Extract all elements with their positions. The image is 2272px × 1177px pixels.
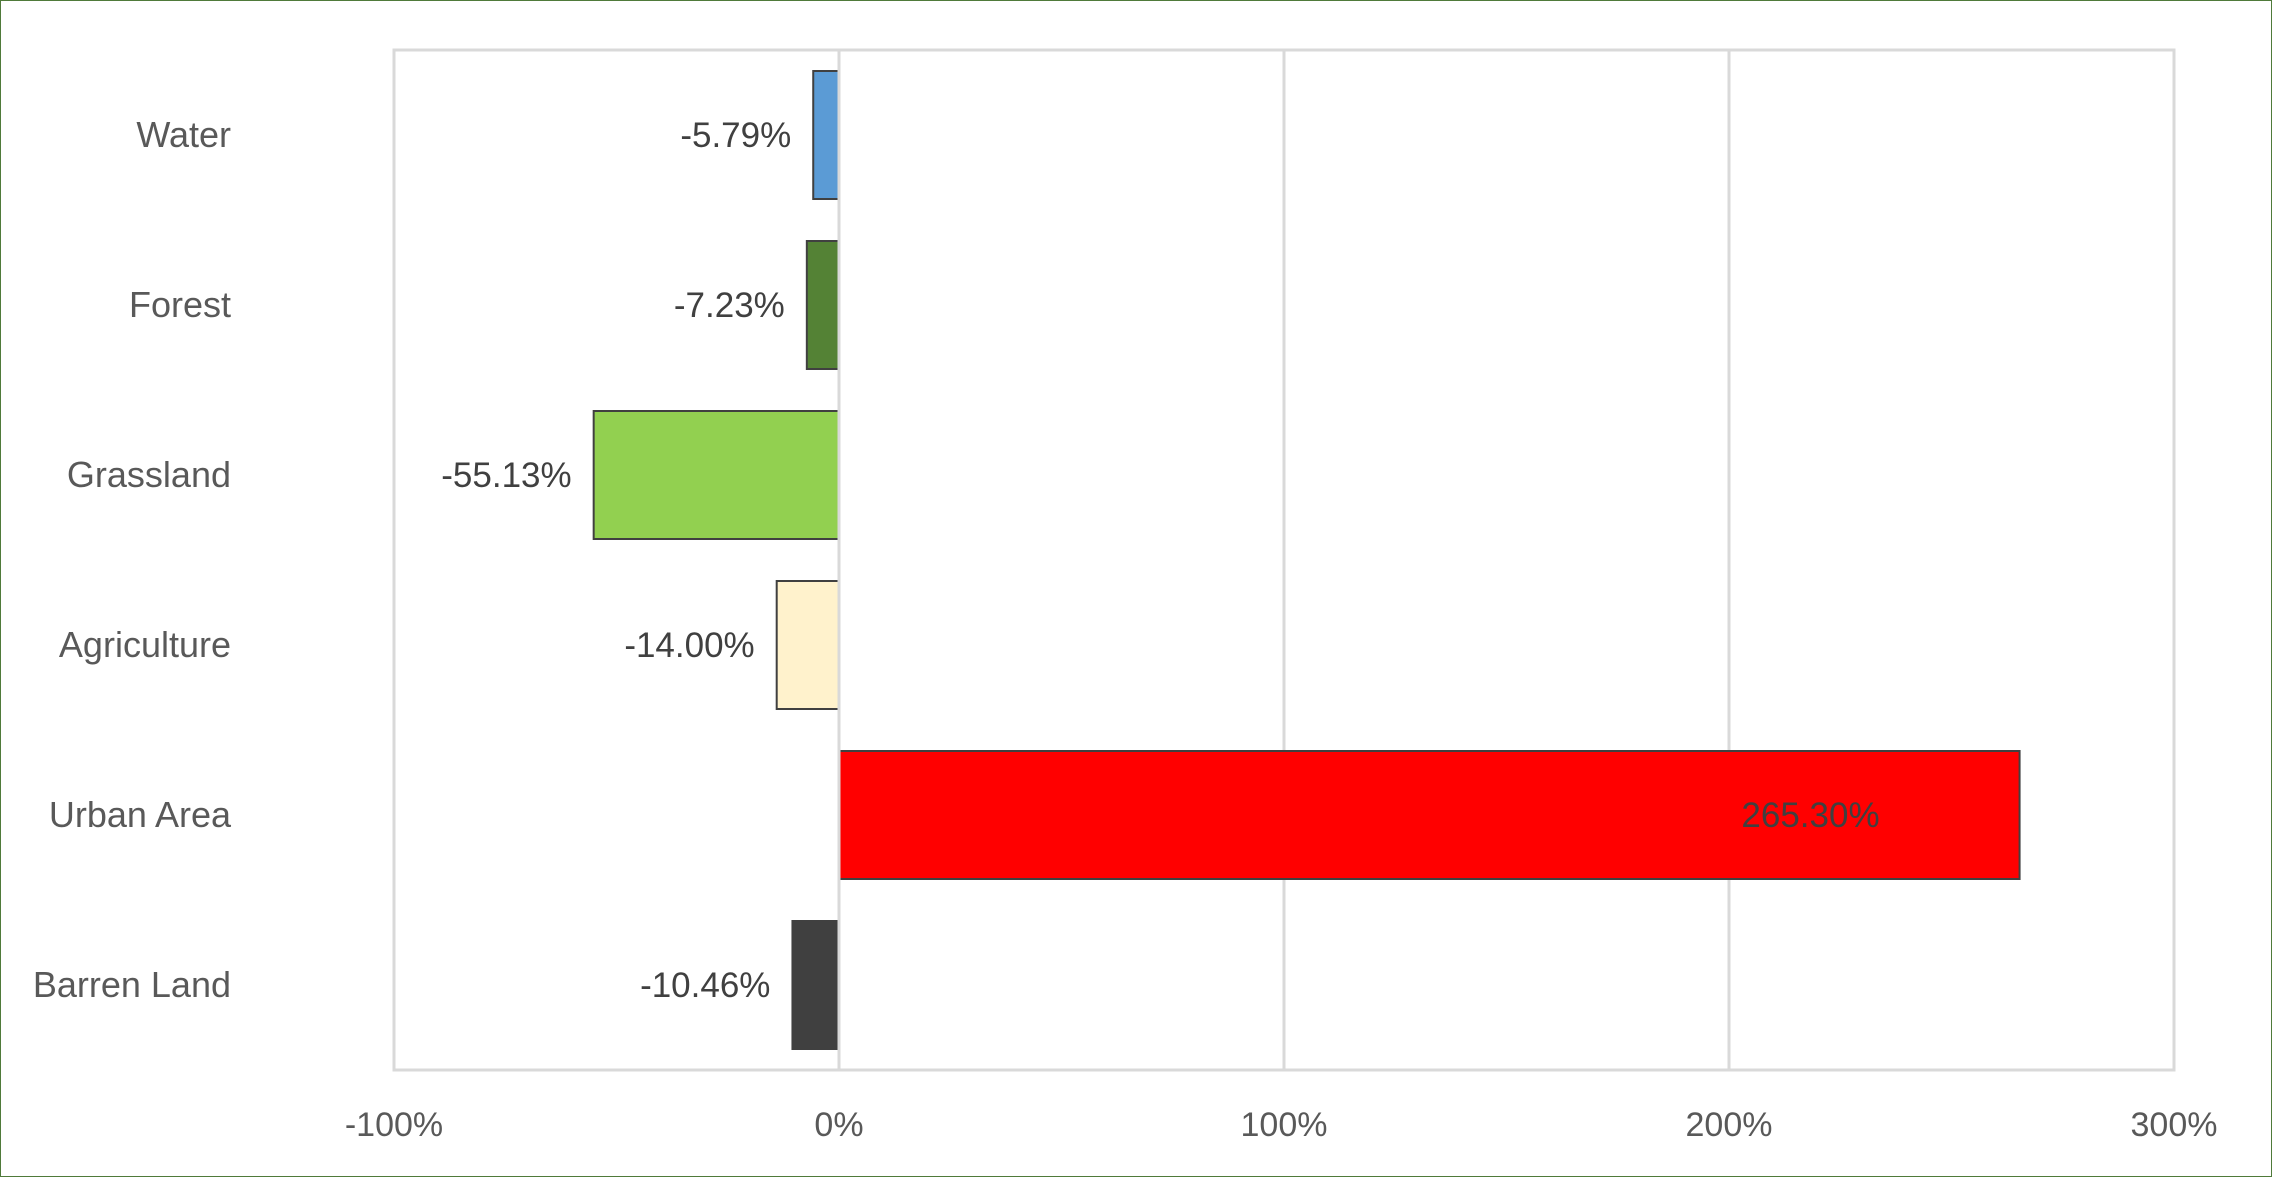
data-labels: -5.79% -7.23% -55.13% -14.00% 265.30% -10.46% bbox=[441, 116, 1879, 1005]
x-tick-label-4: 300% bbox=[2131, 1106, 2218, 1144]
gridlines bbox=[392, 50, 2176, 1070]
x-tick-label-1: 0% bbox=[814, 1106, 863, 1144]
x-tick-label-0: -100% bbox=[345, 1106, 443, 1144]
data-label-urban-area: 265.30% bbox=[1741, 796, 1879, 835]
bar-agriculture bbox=[775, 580, 841, 710]
category-label-grassland: Grassland bbox=[67, 454, 231, 495]
category-label-agriculture: Agriculture bbox=[59, 624, 231, 665]
bar-water bbox=[812, 70, 840, 200]
data-label-barren-land: -10.46% bbox=[640, 966, 770, 1005]
category-label-urban-area: Urban Area bbox=[49, 794, 232, 835]
category-labels: Water Forest Grassland Agriculture Urban Are… bbox=[33, 114, 232, 1005]
x-tick-label-2: 100% bbox=[1241, 1106, 1328, 1144]
data-label-agriculture: -14.00% bbox=[624, 626, 754, 665]
bar-barren-land bbox=[791, 920, 841, 1050]
x-tick-label-3: 200% bbox=[1686, 1106, 1773, 1144]
data-label-forest: -7.23% bbox=[674, 286, 785, 325]
bars bbox=[592, 70, 2021, 1050]
data-label-water: -5.79% bbox=[680, 116, 791, 155]
category-label-forest: Forest bbox=[129, 284, 231, 325]
category-label-barren-land: Barren Land bbox=[33, 964, 231, 1005]
bar-forest bbox=[805, 240, 840, 370]
x-tick-labels: -100% 0% 100% 200% 300% bbox=[345, 1106, 2218, 1144]
plot-area bbox=[392, 48, 2176, 1072]
category-label-water: Water bbox=[136, 114, 231, 155]
data-label-grassland: -55.13% bbox=[441, 456, 571, 495]
bar-grassland bbox=[592, 410, 841, 540]
